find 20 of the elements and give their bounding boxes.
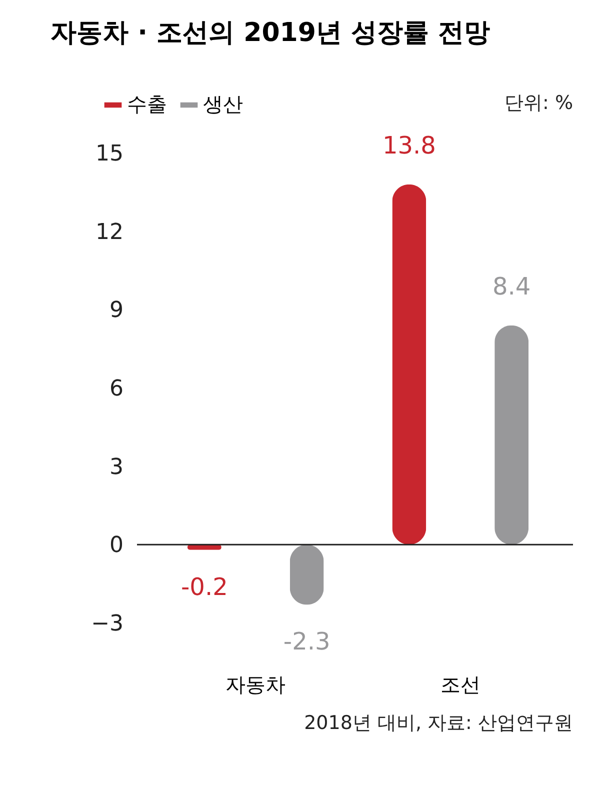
data-label: -2.3 xyxy=(283,628,330,656)
y-tick-label: 12 xyxy=(96,220,124,245)
data-label: 13.8 xyxy=(382,131,436,160)
y-tick-label: 3 xyxy=(110,454,124,480)
x-tick-label: 조선 xyxy=(440,672,480,696)
legend-label: 생산 xyxy=(203,92,243,116)
bar xyxy=(392,184,426,545)
y-tick-label: −3 xyxy=(91,612,124,636)
text: 2018년 대비, 자료: 산업연구원 xyxy=(304,712,573,734)
bar xyxy=(494,325,529,545)
x-tick-label: 자동차 xyxy=(226,672,286,696)
chart-title: 자동차 · 조선의 2019년 성장률 전망 xyxy=(50,18,490,48)
y-tick-label: 6 xyxy=(110,376,124,402)
y-tick-label: 0 xyxy=(110,533,124,558)
text: 단위: % xyxy=(504,92,573,114)
data-label: -0.2 xyxy=(181,572,228,601)
y-tick-label: 15 xyxy=(96,142,124,166)
y-tick-label: 9 xyxy=(110,298,124,324)
legend-label: 수출 xyxy=(127,92,167,116)
data-label: 8.4 xyxy=(492,272,531,300)
